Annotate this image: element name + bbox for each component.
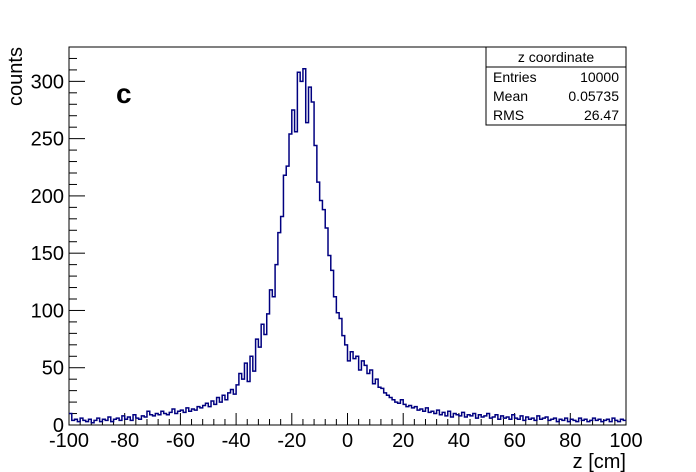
- x-tick-label: 60: [503, 430, 525, 452]
- y-axis: 0 50 100 150 200 250 300: [31, 46, 85, 437]
- x-tick-label: -100: [49, 430, 89, 452]
- y-axis-title: counts: [5, 47, 27, 106]
- x-axis: -100 -80 -60 -40 -20 0 20 40 60 80 100: [49, 413, 643, 452]
- x-tick-label: -60: [166, 430, 195, 452]
- stats-mean-label: Mean: [493, 88, 528, 104]
- stats-box: z coordinate Entries 10000 Mean 0.05735 …: [485, 46, 627, 126]
- y-tick-label: 250: [31, 129, 64, 151]
- x-tick-label: -40: [222, 430, 251, 452]
- y-tick-label: 50: [42, 358, 64, 380]
- y-tick-label: 200: [31, 186, 64, 208]
- x-axis-title: z [cm]: [573, 451, 626, 472]
- y-tick-label: 100: [31, 300, 64, 322]
- stats-rms-value: 26.47: [584, 107, 619, 123]
- x-tick-label: -20: [277, 430, 306, 452]
- x-tick-label: 20: [392, 430, 414, 452]
- histogram-series: [69, 68, 626, 424]
- panel-label: c: [116, 78, 132, 109]
- x-tick-label: -80: [110, 430, 139, 452]
- x-tick-label: 40: [448, 430, 470, 452]
- stats-mean-value: 0.05735: [568, 88, 619, 104]
- stats-rms-label: RMS: [493, 107, 524, 123]
- stats-box-frame: [485, 46, 627, 126]
- y-tick-label: 300: [31, 71, 64, 93]
- x-tick-label: 0: [342, 430, 353, 452]
- x-tick-label: 100: [609, 430, 642, 452]
- y-tick-label: 150: [31, 243, 64, 265]
- stats-entries-label: Entries: [493, 69, 537, 85]
- y-tick-label: 0: [53, 415, 64, 437]
- stats-entries-value: 10000: [580, 69, 619, 85]
- stats-box-title: z coordinate: [518, 49, 594, 65]
- x-tick-label: 80: [559, 430, 581, 452]
